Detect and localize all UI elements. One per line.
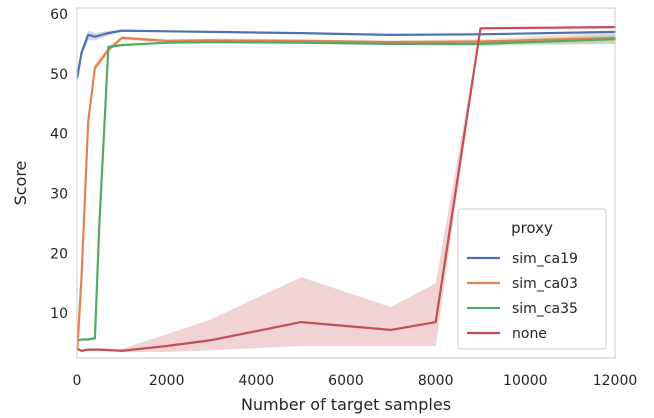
x-tick-label: 10000 [503, 373, 548, 389]
x-tick-label: 2000 [149, 373, 185, 389]
y-tick-label: 20 [50, 246, 68, 262]
legend-label-none: none [512, 326, 547, 342]
y-axis-ticks: 10 20 30 40 50 60 [50, 7, 68, 322]
series-line-sim_ca19 [76, 29, 617, 78]
series-line-sim_ca35 [76, 37, 617, 342]
y-axis-label: Score [11, 161, 30, 206]
x-tick-label: 4000 [239, 373, 275, 389]
legend-box [457, 208, 607, 350]
x-axis-label: Number of target samples [241, 395, 451, 414]
legend-label-sim_ca35: sim_ca35 [512, 301, 578, 317]
y-tick-label: 60 [50, 7, 68, 23]
x-tick-label: 6000 [328, 373, 364, 389]
legend-title: proxy [511, 219, 553, 237]
series-line-none [76, 26, 617, 352]
y-tick-label: 30 [50, 186, 68, 202]
legend-label-sim_ca03: sim_ca03 [512, 276, 578, 292]
x-tick-label: 8000 [418, 373, 454, 389]
series-line-sim_ca03 [76, 36, 617, 351]
y-tick-label: 10 [50, 306, 68, 322]
y-tick-label: 40 [50, 127, 68, 143]
legend-label-sim_ca19: sim_ca19 [512, 251, 578, 267]
series-lines [76, 26, 617, 352]
y-tick-label: 50 [50, 67, 68, 83]
x-axis-ticks: 0 2000 4000 6000 8000 10000 12000 [73, 373, 638, 389]
plot-frame [76, 7, 616, 359]
x-tick-label: 12000 [593, 373, 638, 389]
x-tick-label: 0 [73, 373, 82, 389]
